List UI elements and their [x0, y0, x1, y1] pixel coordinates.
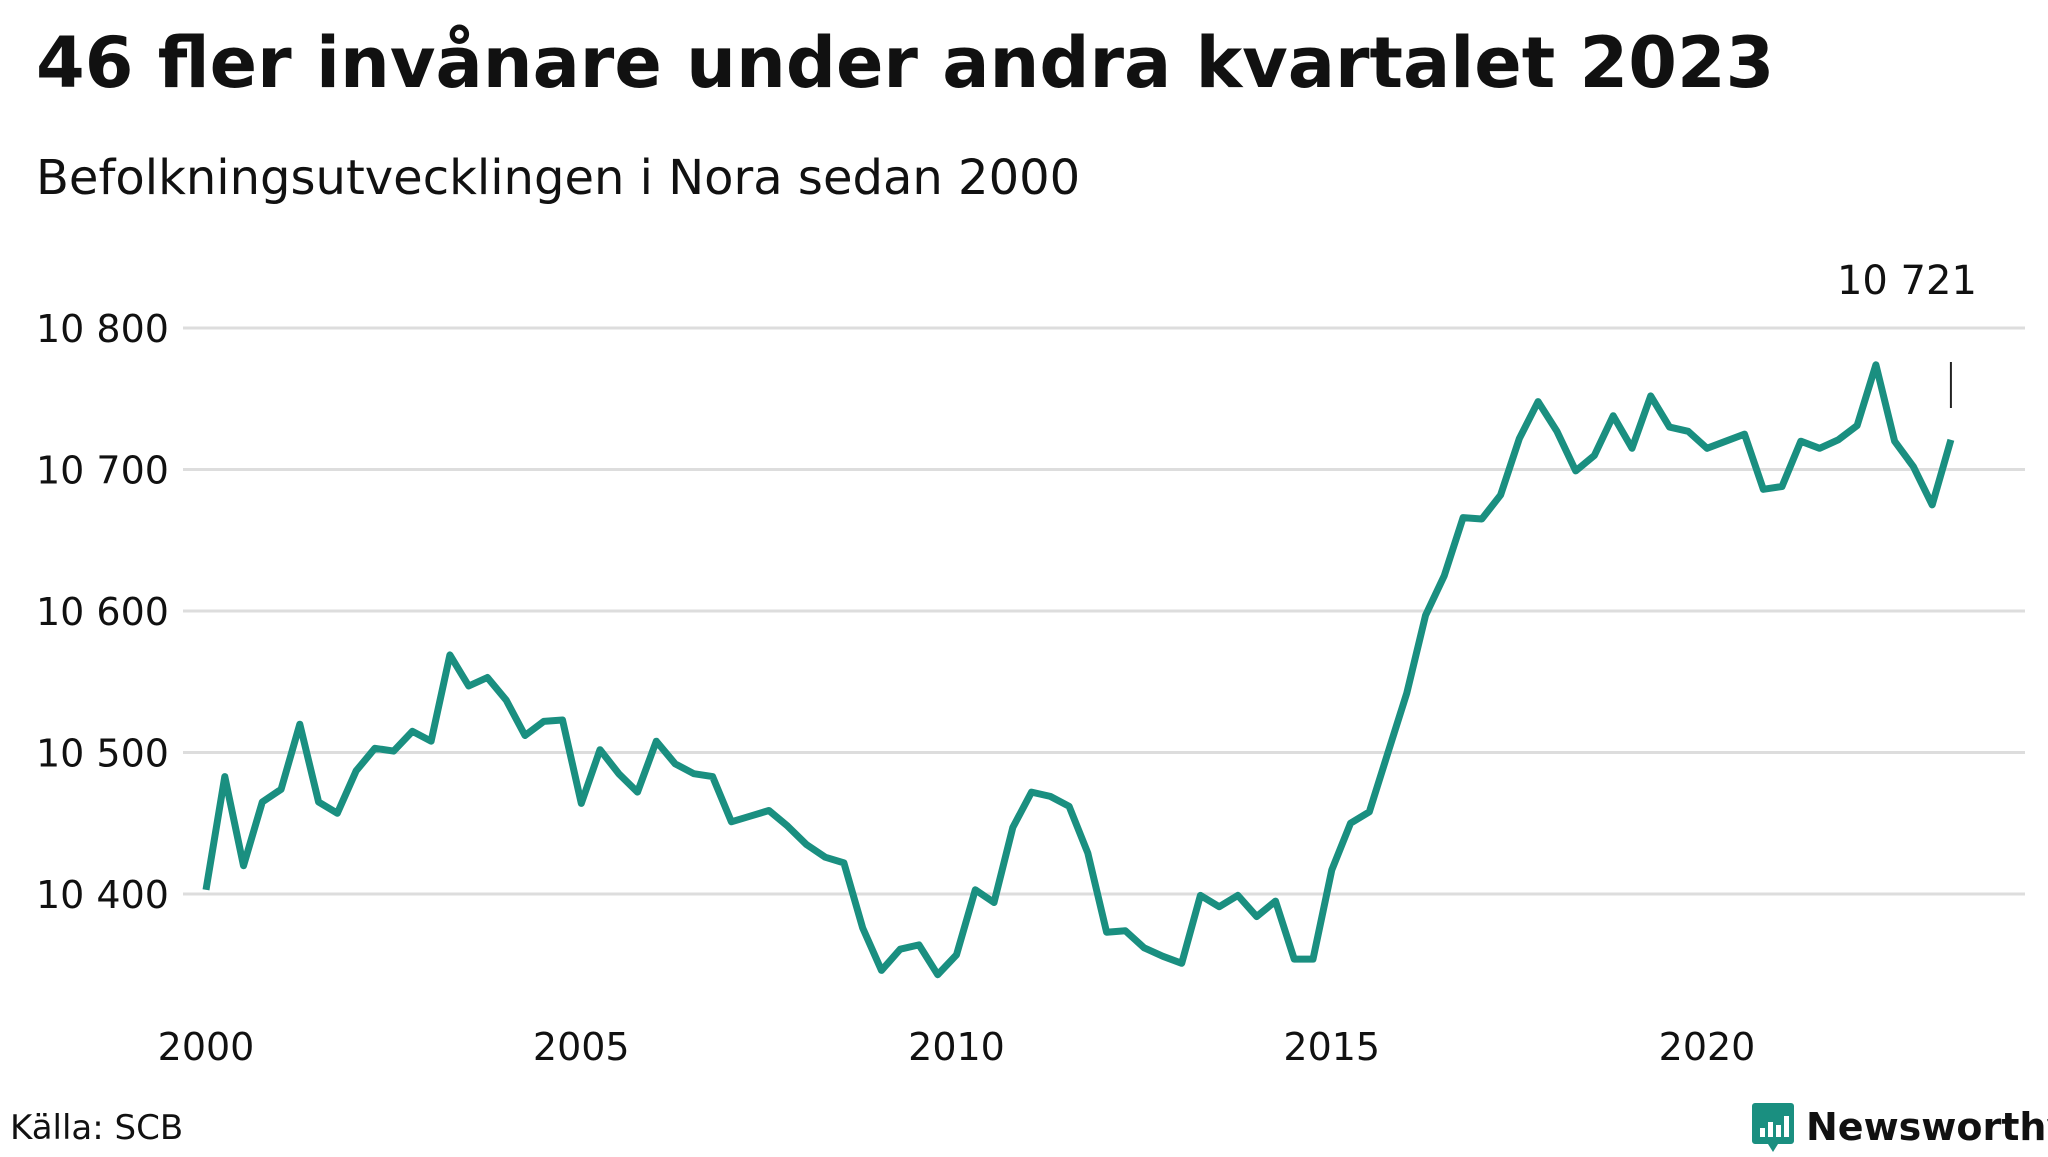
y-tick-label: 10 800	[36, 307, 169, 351]
series-line	[202, 361, 1955, 979]
brand-name: Newsworthy	[1806, 1105, 2048, 1149]
source-note: Källa: SCB	[10, 1108, 184, 1148]
chart-title: 46 fler invånare under andra kvartalet 2…	[36, 22, 1775, 104]
x-tick-label: 2005	[533, 1025, 630, 1069]
annotation-label: 10 721	[1837, 258, 1977, 304]
x-tick-label: 2000	[158, 1025, 255, 1069]
line-chart: 10 400 10 500 10 600 10 700 10 800 2000 2005 20…	[36, 258, 2025, 1069]
newsworthy-logo: Newsworthy	[1752, 1097, 2048, 1157]
y-tick-label: 10 500	[36, 732, 169, 776]
chart-subtitle: Befolkningsutvecklingen i Nora sedan 200…	[36, 150, 1081, 206]
x-tick-label: 2015	[1283, 1025, 1380, 1069]
y-tick-label: 10 400	[36, 873, 169, 917]
bar-chart-icon	[1752, 1103, 1794, 1152]
y-tick-label: 10 600	[36, 590, 169, 634]
x-tick-label: 2020	[1659, 1025, 1756, 1069]
y-tick-label: 10 700	[36, 449, 169, 493]
x-tick-label: 2010	[908, 1025, 1005, 1069]
